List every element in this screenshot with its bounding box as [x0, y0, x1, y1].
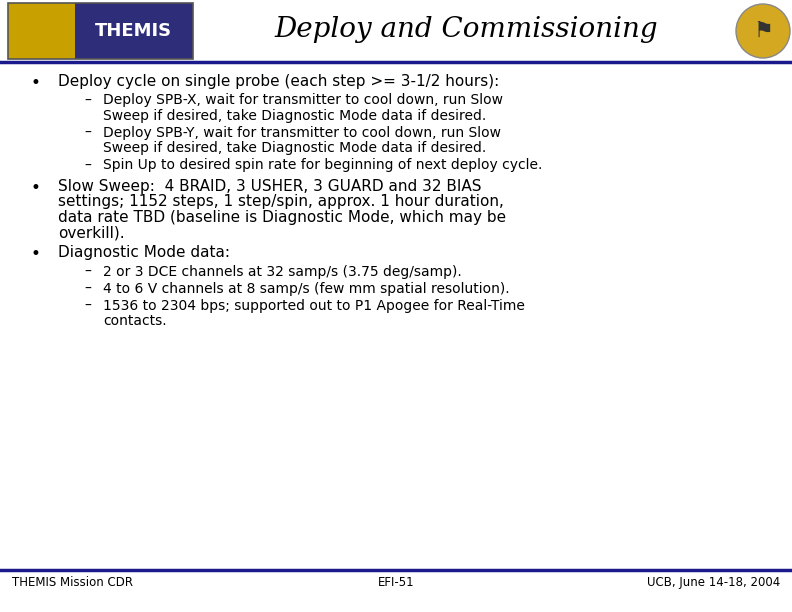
Text: –: –: [85, 159, 91, 173]
Text: –: –: [85, 94, 91, 107]
Text: –: –: [85, 126, 91, 140]
Text: contacts.: contacts.: [103, 314, 166, 328]
Text: •: •: [30, 74, 40, 92]
Text: data rate TBD (baseline is Diagnostic Mode, which may be: data rate TBD (baseline is Diagnostic Mo…: [58, 210, 506, 225]
Text: Deploy cycle on single probe (each step >= 3-1/2 hours):: Deploy cycle on single probe (each step …: [58, 74, 499, 89]
Text: Diagnostic Mode data:: Diagnostic Mode data:: [58, 245, 230, 260]
Text: 2 or 3 DCE channels at 32 samp/s (3.75 deg/samp).: 2 or 3 DCE channels at 32 samp/s (3.75 d…: [103, 264, 462, 278]
FancyBboxPatch shape: [8, 3, 74, 59]
Text: 4 to 6 V channels at 8 samp/s (few mm spatial resolution).: 4 to 6 V channels at 8 samp/s (few mm sp…: [103, 282, 509, 296]
Circle shape: [736, 4, 790, 58]
Text: overkill).: overkill).: [58, 225, 124, 240]
Text: –: –: [85, 299, 91, 313]
Text: settings; 1152 steps, 1 step/spin, approx. 1 hour duration,: settings; 1152 steps, 1 step/spin, appro…: [58, 194, 504, 209]
Text: EFI-51: EFI-51: [378, 576, 414, 589]
Text: Spin Up to desired spin rate for beginning of next deploy cycle.: Spin Up to desired spin rate for beginni…: [103, 159, 543, 173]
Text: THEMIS Mission CDR: THEMIS Mission CDR: [12, 576, 133, 589]
Text: Sweep if desired, take Diagnostic Mode data if desired.: Sweep if desired, take Diagnostic Mode d…: [103, 109, 486, 123]
Text: –: –: [85, 264, 91, 278]
Text: Deploy and Commissioning: Deploy and Commissioning: [275, 17, 658, 43]
Text: Deploy SPB-Y, wait for transmitter to cool down, run Slow: Deploy SPB-Y, wait for transmitter to co…: [103, 126, 501, 140]
Text: •: •: [30, 179, 40, 196]
Text: THEMIS: THEMIS: [95, 22, 173, 40]
Text: •: •: [30, 245, 40, 263]
Text: Sweep if desired, take Diagnostic Mode data if desired.: Sweep if desired, take Diagnostic Mode d…: [103, 141, 486, 155]
Text: 1536 to 2304 bps; supported out to P1 Apogee for Real-Time: 1536 to 2304 bps; supported out to P1 Ap…: [103, 299, 525, 313]
Text: Deploy SPB-X, wait for transmitter to cool down, run Slow: Deploy SPB-X, wait for transmitter to co…: [103, 94, 503, 107]
Text: ⚑: ⚑: [753, 21, 773, 41]
FancyBboxPatch shape: [74, 3, 193, 59]
Text: –: –: [85, 282, 91, 296]
Text: UCB, June 14-18, 2004: UCB, June 14-18, 2004: [647, 576, 780, 589]
Text: Slow Sweep:  4 BRAID, 3 USHER, 3 GUARD and 32 BIAS: Slow Sweep: 4 BRAID, 3 USHER, 3 GUARD an…: [58, 179, 482, 193]
